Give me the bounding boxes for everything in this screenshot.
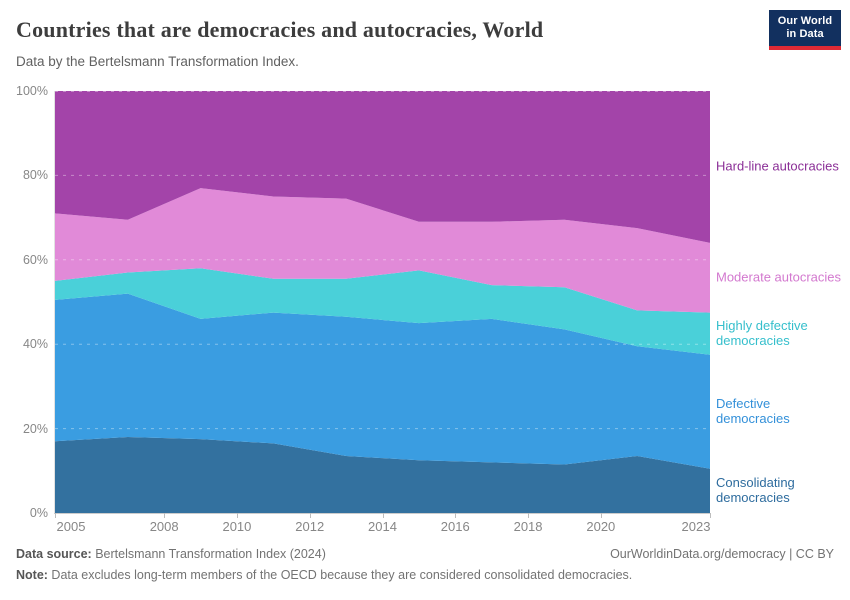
x-tick-2020 <box>600 513 602 518</box>
y-axis-label-60pct: 60% <box>22 252 48 267</box>
legend-highly-defective-democracies[interactable]: Highly defective democracies <box>716 317 808 348</box>
y-axis-label-100pct: 100% <box>16 84 48 98</box>
x-axis-label-2010: 2010 <box>222 519 252 534</box>
legend-hard-line-autocracies[interactable]: Hard-line autocracies <box>716 158 839 174</box>
note-label: Note: <box>16 568 48 582</box>
x-tick-2023 <box>710 513 711 518</box>
area-hard-line-autocracies[interactable] <box>55 91 710 243</box>
owid-cc-link[interactable]: OurWorldinData.org/democracy | CC BY <box>610 547 834 561</box>
y-axis-label-80pct: 80% <box>22 168 48 183</box>
area-highly-defective-democracies[interactable] <box>55 268 710 355</box>
owid-logo-line1: Our World <box>777 15 833 28</box>
x-tick-2012 <box>309 513 311 518</box>
note-line: Note: Data excludes long-term members of… <box>16 568 834 582</box>
x-axis-label-2008: 2008 <box>149 519 179 534</box>
x-tick-2016 <box>455 513 457 518</box>
area-consolidating-democracies[interactable] <box>55 437 710 513</box>
data-source-line: Data source: Bertelsmann Transformation … <box>16 547 326 561</box>
legend-defective-democracies[interactable]: Defective democracies <box>716 395 790 426</box>
owid-logo[interactable]: Our World in Data <box>769 10 841 50</box>
x-axis-label-2018: 2018 <box>513 519 543 534</box>
y-axis-label-0pct: 0% <box>29 506 48 520</box>
legend-moderate-autocracies[interactable]: Moderate autocracies <box>716 269 842 285</box>
area-defective-democracies[interactable] <box>55 293 710 469</box>
x-tick-2008 <box>164 513 166 518</box>
x-tick-2018 <box>528 513 530 518</box>
owid-logo-line2: in Data <box>786 28 824 40</box>
chart-subtitle: Data by the Bertelsmann Transformation I… <box>16 54 299 69</box>
x-axis-label-2016: 2016 <box>440 519 470 534</box>
y-axis-line <box>54 91 55 513</box>
x-axis-label-2012: 2012 <box>295 519 325 534</box>
x-tick-2010 <box>236 513 238 518</box>
chart-footer: Data source: Bertelsmann Transformation … <box>16 547 834 582</box>
x-axis-label-2023: 2023 <box>681 519 711 534</box>
y-axis-label-40pct: 40% <box>22 337 48 352</box>
note-text: Data excludes long-term members of the O… <box>47 568 633 582</box>
x-axis-label-2014: 2014 <box>368 519 397 534</box>
data-source-label: Data source: <box>16 547 92 561</box>
page-title: Countries that are democracies and autoc… <box>16 17 544 42</box>
y-axis-label-20pct: 20% <box>22 421 48 436</box>
legend-consolidating-democracies[interactable]: Consolidating democracies <box>716 474 795 505</box>
area-moderate-autocracies[interactable] <box>55 188 710 313</box>
x-tick-2005 <box>55 513 56 518</box>
stacked-area-chart[interactable] <box>55 91 710 513</box>
x-axis-label-2005: 2005 <box>56 519 86 534</box>
data-source-text: Bertelsmann Transformation Index (2024) <box>91 547 326 561</box>
x-tick-2014 <box>382 513 384 518</box>
x-axis-label-2020: 2020 <box>586 519 616 534</box>
